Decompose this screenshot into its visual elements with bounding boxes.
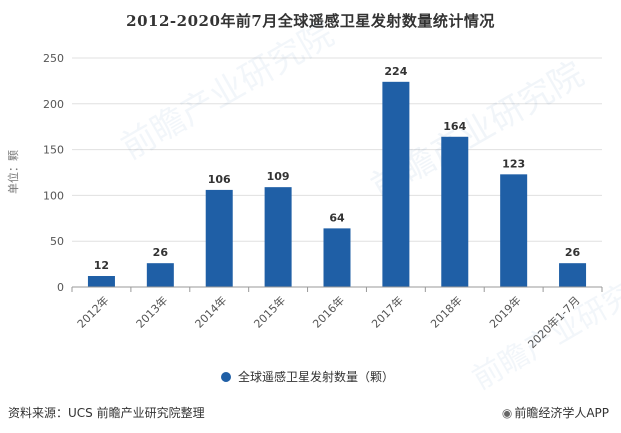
brand-name: 前瞻经济学人APP	[514, 406, 609, 420]
source-note: 资料来源：UCS 前瞻产业研究院整理	[8, 406, 205, 420]
data-label: 164	[443, 120, 466, 133]
x-tick-label: 2014年	[192, 293, 229, 330]
x-axis: 2012年 2013年 2014年 2015年 2016年 2017年 2018年 2019年…	[71, 286, 603, 351]
data-labels: 12 26 106 109 64 224 164 123 26	[94, 65, 581, 272]
data-label: 26	[153, 246, 169, 259]
data-label: 224	[384, 65, 407, 78]
bar[interactable]	[382, 81, 410, 287]
bar[interactable]	[87, 276, 115, 287]
brand-logo-icon: ◉	[501, 406, 513, 420]
legend-label: 全球遥感卫星发射数量（颗）	[238, 369, 394, 384]
data-label: 12	[94, 259, 109, 272]
x-tick-label: 2013年	[133, 293, 170, 330]
chart-title: 2012-2020年前7月全球遥感卫星发射数量统计情况	[126, 12, 495, 30]
y-tick-label: 0	[57, 281, 64, 294]
bar[interactable]	[441, 136, 469, 287]
bar[interactable]	[146, 263, 174, 287]
legend-marker	[221, 372, 231, 382]
y-tick-label: 150	[43, 144, 64, 157]
data-label: 64	[329, 211, 345, 224]
brand-credit[interactable]: ◉ 前瞻经济学人APP	[502, 404, 609, 421]
y-axis: 0 50 100 150 200 250	[43, 52, 64, 294]
x-tick-label: 2015年	[251, 293, 288, 330]
y-axis-label: 单位：颗	[6, 150, 20, 194]
data-label: 26	[565, 246, 581, 259]
data-label: 123	[502, 157, 525, 170]
x-tick-label: 2019年	[486, 293, 523, 330]
bars	[87, 81, 587, 287]
y-tick-label: 200	[43, 98, 64, 111]
legend[interactable]: 全球遥感卫星发射数量（颗）	[221, 369, 394, 384]
y-tick-label: 250	[43, 52, 64, 65]
bar[interactable]	[205, 189, 233, 287]
bar[interactable]	[559, 263, 587, 287]
data-label: 109	[267, 170, 290, 183]
x-tick-label: 2017年	[369, 293, 406, 330]
y-tick-label: 100	[43, 189, 64, 202]
bar[interactable]	[323, 228, 351, 287]
bar[interactable]	[500, 174, 528, 287]
x-tick-label: 2018年	[427, 293, 464, 330]
x-tick-label: 2012年	[74, 293, 111, 330]
x-tick-label: 2020年1-7月	[525, 293, 583, 351]
x-tick-label: 2016年	[310, 293, 347, 330]
data-label: 106	[208, 173, 231, 186]
y-tick-label: 50	[50, 235, 64, 248]
bar[interactable]	[264, 187, 292, 287]
